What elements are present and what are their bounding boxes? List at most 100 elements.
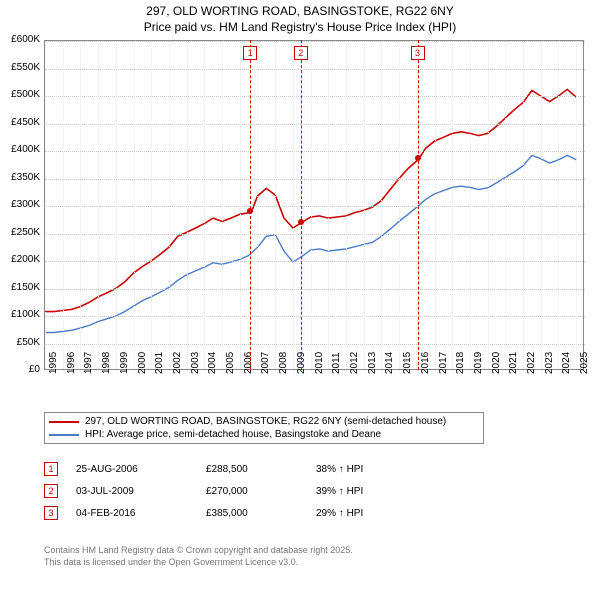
gridline-horizontal: [45, 261, 585, 262]
annotation-marker: 1: [44, 462, 58, 476]
x-axis-tick-label: 2025: [579, 352, 590, 374]
x-axis-tick-label: 2002: [172, 352, 183, 374]
x-axis-tick-label: 2019: [473, 352, 484, 374]
annotation-row: 304-FEB-2016£385,00029% ↑ HPI: [44, 502, 363, 524]
x-axis-tick-label: 2003: [190, 352, 201, 374]
gridline-horizontal: [45, 234, 585, 235]
y-axis-tick-label: £400K: [0, 144, 40, 155]
x-axis-tick-label: 2006: [243, 352, 254, 374]
annotation-table: 125-AUG-2006£288,50038% ↑ HPI203-JUL-200…: [44, 458, 363, 524]
annotation-row: 203-JUL-2009£270,00039% ↑ HPI: [44, 480, 363, 502]
gridline-vertical: [541, 41, 542, 371]
marker-line-1: [250, 40, 251, 370]
gridline-horizontal: [45, 206, 585, 207]
y-axis-tick-label: £550K: [0, 62, 40, 73]
x-axis-tick-label: 2007: [260, 352, 271, 374]
legend-label: HPI: Average price, semi-detached house,…: [85, 429, 381, 440]
gridline-vertical: [488, 41, 489, 371]
y-axis-tick-label: £350K: [0, 172, 40, 183]
marker-box-3: 3: [411, 46, 425, 60]
gridline-vertical: [452, 41, 453, 371]
marker-dot-3: [415, 155, 421, 161]
annotation-pct: 29% ↑ HPI: [316, 508, 363, 519]
gridline-vertical: [151, 41, 152, 371]
gridline-horizontal: [45, 179, 585, 180]
gridline-vertical: [275, 41, 276, 371]
x-axis-tick-label: 2005: [225, 352, 236, 374]
gridline-vertical: [523, 41, 524, 371]
gridline-vertical: [187, 41, 188, 371]
x-axis-tick-label: 2001: [154, 352, 165, 374]
y-axis-tick-label: £500K: [0, 89, 40, 100]
x-axis-tick-label: 2015: [402, 352, 413, 374]
gridline-horizontal: [45, 69, 585, 70]
x-axis-tick-label: 2018: [455, 352, 466, 374]
legend-swatch: [49, 434, 79, 436]
x-axis-tick-label: 1995: [48, 352, 59, 374]
gridline-horizontal: [45, 124, 585, 125]
gridline-vertical: [328, 41, 329, 371]
legend: 297, OLD WORTING ROAD, BASINGSTOKE, RG22…: [44, 412, 484, 444]
x-axis-tick-label: 2021: [508, 352, 519, 374]
x-axis-tick-label: 2022: [526, 352, 537, 374]
gridline-vertical: [293, 41, 294, 371]
annotation-row: 125-AUG-2006£288,50038% ↑ HPI: [44, 458, 363, 480]
gridline-horizontal: [45, 344, 585, 345]
marker-box-1: 1: [243, 46, 257, 60]
annotation-price: £288,500: [206, 464, 316, 475]
y-axis-tick-label: £300K: [0, 199, 40, 210]
annotation-price: £270,000: [206, 486, 316, 497]
footer-line-1: Contains HM Land Registry data © Crown c…: [44, 545, 353, 557]
x-axis-tick-label: 2013: [367, 352, 378, 374]
gridline-vertical: [63, 41, 64, 371]
x-axis-tick-label: 2008: [278, 352, 289, 374]
annotation-date: 25-AUG-2006: [76, 464, 206, 475]
gridline-vertical: [98, 41, 99, 371]
footer-attribution: Contains HM Land Registry data © Crown c…: [44, 545, 353, 568]
legend-item: 297, OLD WORTING ROAD, BASINGSTOKE, RG22…: [49, 415, 479, 428]
gridline-vertical: [134, 41, 135, 371]
y-axis-tick-label: £250K: [0, 227, 40, 238]
marker-line-3: [418, 40, 419, 370]
gridline-horizontal: [45, 96, 585, 97]
x-axis-tick-label: 1997: [83, 352, 94, 374]
gridline-vertical: [558, 41, 559, 371]
x-axis-tick-label: 2014: [384, 352, 395, 374]
marker-dot-2: [298, 219, 304, 225]
x-axis-tick-label: 2010: [314, 352, 325, 374]
gridline-vertical: [222, 41, 223, 371]
x-axis-tick-label: 2016: [420, 352, 431, 374]
gridline-vertical: [311, 41, 312, 371]
annotation-date: 03-JUL-2009: [76, 486, 206, 497]
y-axis-tick-label: £450K: [0, 117, 40, 128]
chart-container: 297, OLD WORTING ROAD, BASINGSTOKE, RG22…: [0, 0, 600, 590]
footer-line-2: This data is licensed under the Open Gov…: [44, 557, 353, 569]
x-axis-tick-label: 2017: [438, 352, 449, 374]
x-axis-tick-label: 2023: [544, 352, 555, 374]
y-axis-tick-label: £0: [0, 364, 40, 375]
gridline-vertical: [576, 41, 577, 371]
gridline-vertical: [505, 41, 506, 371]
x-axis-tick-label: 2004: [207, 352, 218, 374]
x-axis-tick-label: 1999: [119, 352, 130, 374]
plot-area: [44, 40, 584, 370]
gridline-vertical: [435, 41, 436, 371]
x-axis-tick-label: 1996: [66, 352, 77, 374]
legend-label: 297, OLD WORTING ROAD, BASINGSTOKE, RG22…: [85, 416, 446, 427]
y-axis-tick-label: £200K: [0, 254, 40, 265]
y-axis-tick-label: £150K: [0, 282, 40, 293]
gridline-vertical: [240, 41, 241, 371]
annotation-marker: 2: [44, 484, 58, 498]
marker-box-2: 2: [294, 46, 308, 60]
marker-line-2: [301, 40, 302, 370]
gridline-vertical: [169, 41, 170, 371]
legend-item: HPI: Average price, semi-detached house,…: [49, 428, 479, 441]
legend-swatch: [49, 421, 79, 423]
title-line-1: 297, OLD WORTING ROAD, BASINGSTOKE, RG22…: [0, 4, 600, 20]
gridline-horizontal: [45, 289, 585, 290]
chart-title: 297, OLD WORTING ROAD, BASINGSTOKE, RG22…: [0, 0, 600, 35]
annotation-marker: 3: [44, 506, 58, 520]
x-axis-tick-label: 2020: [491, 352, 502, 374]
gridline-vertical: [399, 41, 400, 371]
x-axis-tick-label: 2012: [349, 352, 360, 374]
